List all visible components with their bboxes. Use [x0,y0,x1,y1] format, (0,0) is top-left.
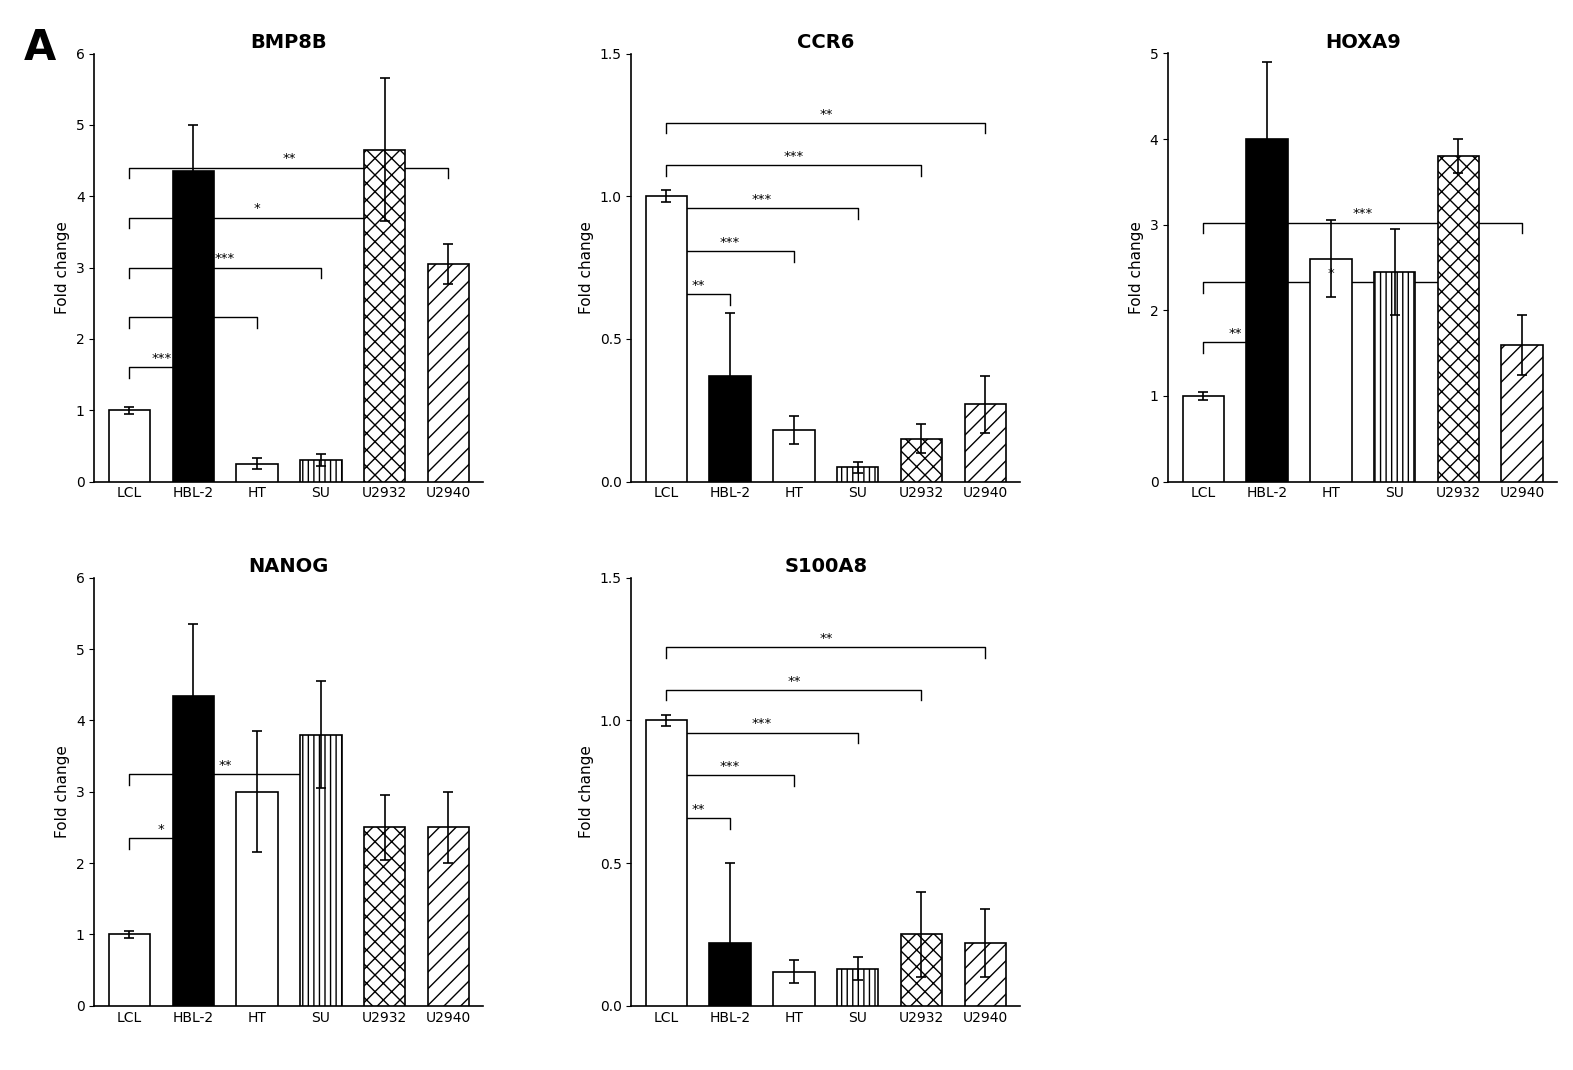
Text: ***: *** [783,151,804,164]
Text: **: ** [1229,327,1243,340]
Bar [236,463,278,482]
Bar [363,150,406,482]
Text: **: ** [692,804,705,816]
Bar [901,439,942,482]
Bar [645,196,687,482]
Text: **: ** [692,279,705,292]
Text: *: * [157,823,165,836]
Title: NANOG: NANOG [249,557,329,577]
Bar [1183,396,1224,482]
Bar [300,735,341,1006]
Text: ***: *** [720,236,741,249]
Bar [1246,139,1288,482]
Bar [1373,272,1416,482]
Bar [428,264,469,482]
Text: **: ** [820,632,832,645]
Bar [236,792,278,1006]
Bar [964,404,1007,482]
Bar [709,943,750,1006]
Text: A: A [24,27,57,68]
Bar [901,934,942,1006]
Text: **: ** [820,108,832,121]
Title: BMP8B: BMP8B [250,33,327,52]
Text: **: ** [786,675,801,688]
Bar [1438,156,1479,482]
Bar [709,376,750,482]
Y-axis label: Fold change: Fold change [1129,221,1144,314]
Title: S100A8: S100A8 [785,557,867,577]
Bar [837,468,878,482]
Bar [109,410,149,482]
Y-axis label: Fold change: Fold change [55,746,71,838]
Bar [774,430,815,482]
Text: ***: *** [752,718,772,731]
Text: ***: *** [752,194,772,207]
Bar [964,943,1007,1006]
Bar [109,934,149,1006]
Bar [363,827,406,1006]
Text: *: * [1328,268,1334,280]
Bar [1502,345,1543,482]
Bar [428,827,469,1006]
Text: **: ** [219,759,231,771]
Text: ***: *** [182,303,203,316]
Text: ***: *** [1353,208,1373,220]
Y-axis label: Fold change: Fold change [579,746,595,838]
Text: ***: *** [216,253,236,265]
Bar [837,968,878,1006]
Bar [1310,259,1351,482]
Bar [774,972,815,1006]
Y-axis label: Fold change: Fold change [579,221,595,314]
Text: ***: *** [720,761,741,774]
Text: ***: *** [151,352,171,365]
Text: **: ** [282,153,296,166]
Text: *: * [253,202,261,215]
Bar [173,171,214,482]
Y-axis label: Fold change: Fold change [55,221,71,314]
Bar [300,460,341,482]
Bar [645,720,687,1006]
Bar [173,696,214,1006]
Title: HOXA9: HOXA9 [1324,33,1400,52]
Title: CCR6: CCR6 [798,33,854,52]
